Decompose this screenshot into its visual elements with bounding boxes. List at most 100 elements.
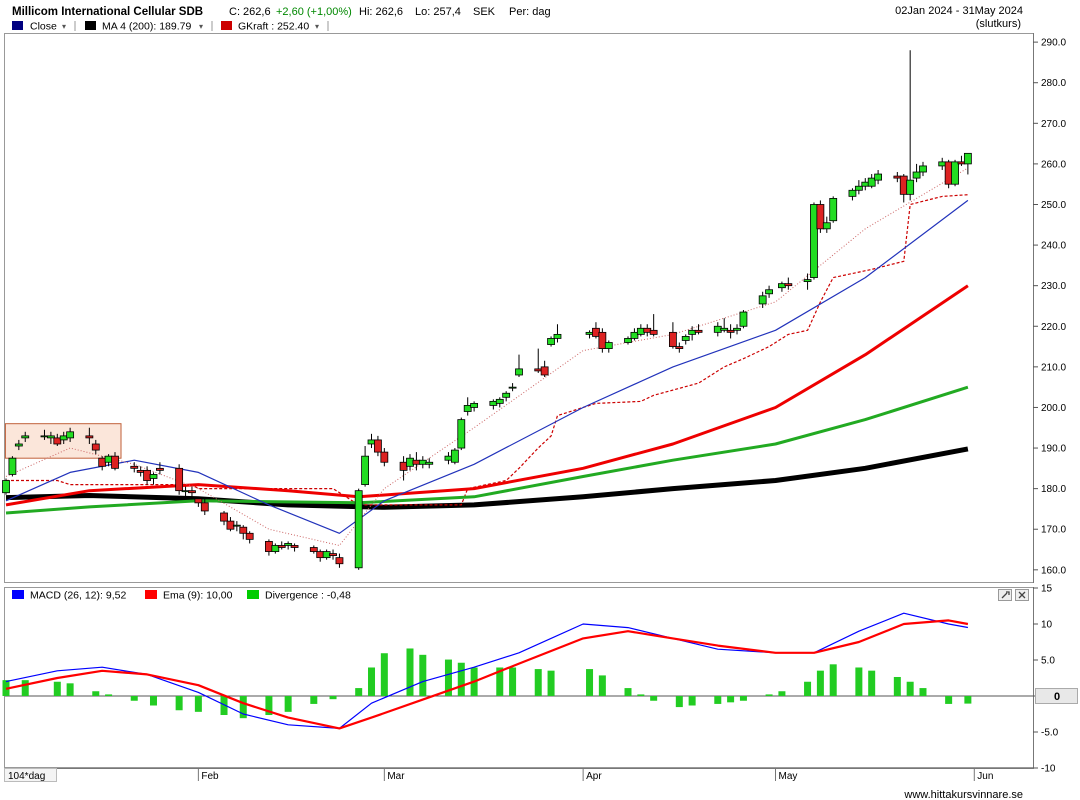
highlight-box: [4, 423, 122, 459]
candle-body: [46, 435, 55, 439]
x-tick-label: Apr: [586, 771, 602, 782]
close-icon[interactable]: [1015, 589, 1029, 601]
y-tick-label: 210.0: [1041, 362, 1066, 373]
divergence-bar: [175, 696, 183, 711]
legend-ma4[interactable]: MA 4 (200): 189.79 ▾: [85, 21, 203, 33]
y-tick-label: 200.0: [1041, 403, 1066, 414]
candle: [335, 553, 344, 568]
candle: [502, 391, 511, 402]
candle-body: [136, 469, 145, 473]
candle-body: [374, 439, 382, 453]
candle-body: [951, 161, 959, 185]
divergence-bar: [457, 662, 465, 696]
divergence-bar: [406, 648, 414, 696]
divergence-bar: [265, 696, 273, 716]
divergence-bar: [624, 688, 632, 696]
y-tick-label: 190.0: [1041, 444, 1066, 455]
candle: [675, 342, 684, 353]
y-tick-label: 280.0: [1041, 78, 1066, 89]
candle-body: [444, 455, 453, 461]
wrench-icon[interactable]: [998, 589, 1012, 601]
candle: [175, 464, 184, 495]
candle: [874, 169, 882, 185]
candle: [803, 273, 812, 290]
chevron-down-icon[interactable]: ▾: [315, 22, 319, 31]
close-icon-glyph: [1018, 591, 1026, 599]
legend-ema-label: Ema (9): 10,00: [163, 590, 233, 602]
candle-body: [810, 204, 818, 278]
legend-ema-swatch: [145, 590, 157, 599]
candle: [515, 354, 523, 378]
candle-body: [739, 311, 748, 327]
candle-body: [98, 457, 107, 467]
candle-body: [329, 553, 337, 557]
candle: [380, 448, 389, 467]
candle-body: [245, 532, 254, 540]
candle-body: [963, 152, 972, 165]
chevron-down-icon[interactable]: ▾: [199, 22, 203, 31]
candle-body: [778, 283, 786, 289]
currency-label: SEK: [473, 6, 496, 18]
candle-body: [361, 455, 370, 485]
candle: [598, 328, 607, 353]
candle: [284, 541, 293, 550]
zero-value-label: 0: [1054, 691, 1060, 703]
candle-body: [540, 366, 549, 376]
candle-body: [277, 545, 286, 548]
candle: [21, 431, 30, 442]
divergence-bar: [310, 696, 318, 704]
divergence-bar: [598, 675, 606, 696]
divergence-bar: [650, 696, 658, 701]
legend-gkraft[interactable]: GKraft : 252.40 ▾: [221, 21, 319, 33]
candle-body: [502, 392, 511, 398]
x-tick-label: Feb: [201, 771, 219, 782]
candle-body: [874, 173, 882, 181]
candle-body: [919, 165, 927, 173]
price-y-axis: 160.0 170.0 180.0 190.0 200.0 210.0 220.0 230.0…: [1033, 38, 1066, 576]
candle-body: [194, 498, 203, 504]
interval-box[interactable]: [4, 768, 57, 782]
divergence-bar: [829, 664, 837, 696]
candle-body: [899, 175, 908, 195]
divergence-bar: [547, 670, 555, 696]
divergence-bar: [105, 694, 113, 696]
chevron-down-icon[interactable]: ▾: [62, 22, 66, 31]
divergence-bar: [149, 696, 157, 706]
candle: [906, 50, 915, 201]
legend-close[interactable]: Close ▾: [12, 21, 66, 33]
candle-body: [547, 338, 555, 345]
y-tick-label: 180.0: [1041, 484, 1066, 495]
candle-body: [630, 331, 639, 339]
candle: [912, 163, 921, 183]
candle-body: [322, 551, 331, 559]
candle: [425, 458, 434, 469]
candle-body: [188, 490, 196, 494]
candle-body: [758, 295, 767, 305]
price-panel: [2, 50, 972, 570]
divergence-bar: [53, 681, 61, 696]
candle-body: [720, 327, 729, 331]
y-tick-label: 170.0: [1041, 525, 1066, 536]
candle-body: [265, 541, 273, 552]
candle-body: [457, 419, 466, 449]
x-tick-label: May: [779, 771, 798, 782]
divergence-bar: [804, 681, 812, 696]
candle-body: [40, 435, 49, 438]
candle-body: [515, 368, 523, 376]
candle: [53, 433, 62, 447]
candle: [149, 472, 158, 485]
candle-body: [489, 400, 498, 406]
legend-gkraft-label: GKraft : 252.40: [238, 21, 309, 33]
candle-body: [155, 467, 164, 471]
divergence-bar: [355, 688, 363, 696]
candle-body: [354, 490, 363, 569]
divergence-bar: [727, 696, 735, 703]
y-tick-label: 260.0: [1041, 159, 1066, 170]
candle-body: [598, 331, 607, 349]
candle: [374, 435, 382, 457]
candle-body: [309, 547, 318, 552]
y-tick-label: -10: [1041, 764, 1056, 775]
candle: [188, 486, 196, 497]
candle: [733, 324, 741, 335]
